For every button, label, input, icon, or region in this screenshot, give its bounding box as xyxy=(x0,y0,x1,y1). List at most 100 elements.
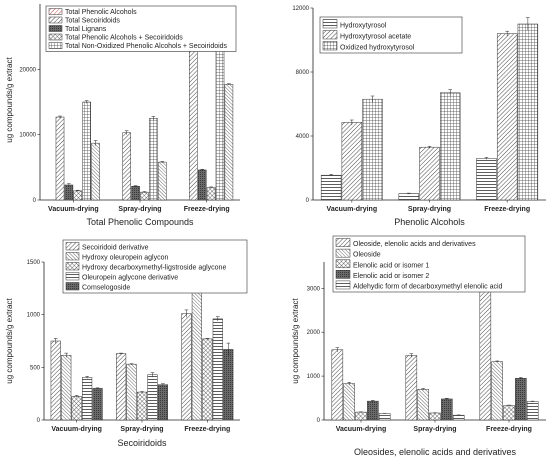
bar-6 xyxy=(157,161,167,201)
y-axis-title: ug compounds/g extract xyxy=(291,298,300,384)
y-tick-label: 500 xyxy=(30,365,41,371)
bar-2 xyxy=(126,363,137,421)
legend-swatch xyxy=(65,282,80,291)
bar-1 xyxy=(479,285,492,421)
bar-5 xyxy=(223,349,234,421)
x-category-label: Freeze-drying xyxy=(184,426,230,433)
bar-5 xyxy=(526,401,539,421)
legend-swatch xyxy=(48,8,63,15)
y-tick-label: 1000 xyxy=(307,374,321,380)
legend-label: Hydroxy oleuropein aglycon xyxy=(82,255,168,262)
bar-4 xyxy=(73,190,83,201)
bar-2 xyxy=(61,354,72,421)
bar-3 xyxy=(517,23,539,201)
bar-2 xyxy=(122,132,131,201)
legend-box xyxy=(319,16,463,54)
legend-box xyxy=(45,5,237,52)
bar-3 xyxy=(429,412,441,421)
bar-4 xyxy=(441,398,453,421)
chart-caption: Secoiridoids xyxy=(117,438,167,448)
legend-label: Elenolic acid or isomer 1 xyxy=(353,262,429,269)
bar-3 xyxy=(136,391,148,421)
legend-label: Oleoside xyxy=(353,252,381,259)
y-axis-title: ug compounds/g extract xyxy=(5,57,14,143)
bar-4 xyxy=(515,378,527,421)
bar-3 xyxy=(71,396,82,421)
bar-5 xyxy=(378,413,391,421)
legend-swatch xyxy=(65,262,80,271)
legend: Hydroxytyrosol Hydroxytyrosol acetate Oxid… xyxy=(319,16,463,54)
x-category-label: Spray-drying xyxy=(413,426,456,433)
bar-4 xyxy=(206,187,216,201)
legend-swatch xyxy=(335,270,351,279)
y-tick-label: 2000 xyxy=(307,330,321,336)
legend-label: Total Secoiridoids xyxy=(65,18,120,25)
bar-1 xyxy=(405,355,418,421)
legend-label: Total Phenolic Alcohols xyxy=(65,9,137,16)
bar-5 xyxy=(82,101,91,201)
legend-box xyxy=(332,235,526,293)
legend-label: Elenolic acid or isomer 2 xyxy=(353,273,429,280)
bar-3 xyxy=(64,184,74,201)
legend-label: Secoiridoid derivative xyxy=(82,245,149,252)
y-tick-label: 1500 xyxy=(27,260,41,266)
legend-swatch xyxy=(65,242,80,251)
bar-3 xyxy=(440,92,461,201)
bar-1 xyxy=(50,340,61,421)
bar-6 xyxy=(91,142,100,201)
bar-2 xyxy=(191,289,202,421)
y-tick-label: 4000 xyxy=(296,134,310,140)
legend-label: Hydroxytyrosol acetate xyxy=(340,34,411,41)
legend-swatch xyxy=(335,238,351,247)
legend-swatch xyxy=(65,252,80,261)
bar-5 xyxy=(92,388,103,421)
legend-swatch xyxy=(335,280,351,290)
bar-1 xyxy=(116,353,127,421)
chart-caption: Phenolic Alcohols xyxy=(394,217,465,227)
y-tick-label: 0 xyxy=(37,418,41,424)
y-tick-label: 10000 xyxy=(19,133,36,139)
legend-label: Total Lignans xyxy=(65,26,107,33)
legend-label: Hydroxytyrosol xyxy=(340,23,387,30)
bar-3 xyxy=(355,411,367,421)
legend-label: Aldehydic form of decarboxymethyl elenol… xyxy=(353,284,503,291)
bar-3 xyxy=(197,169,207,201)
bar-2 xyxy=(343,383,355,421)
bar-2 xyxy=(55,116,65,201)
x-category-label: Freeze-drying xyxy=(486,426,532,433)
bar-3 xyxy=(362,98,383,201)
y-tick-label: 3000 xyxy=(307,286,321,292)
legend: Oleoside, elenolic acids and derivatives… xyxy=(332,235,526,293)
y-tick-label: 0 xyxy=(317,418,321,424)
bar-3 xyxy=(131,186,140,201)
bar-2 xyxy=(491,361,503,421)
x-category-label: Spray-drying xyxy=(118,206,161,213)
chart-panel-3: 0 500 1000 1500 Vacuum-drying Spray-drying Fre… xyxy=(5,239,248,448)
x-category-label: Freeze-drying xyxy=(484,206,530,213)
y-tick-label: 0 xyxy=(306,198,310,204)
bar-4 xyxy=(147,374,158,421)
legend-swatch xyxy=(322,41,338,51)
x-category-label: Vacuum-drying xyxy=(336,426,387,433)
y-tick-label: 0 xyxy=(33,198,37,204)
bar-3 xyxy=(503,405,515,421)
x-category-label: Vacuum-drying xyxy=(51,426,102,433)
bar-2 xyxy=(341,122,363,201)
bar-1 xyxy=(181,313,192,421)
x-category-label: Vacuum-drying xyxy=(327,206,378,213)
bar-1 xyxy=(476,158,497,201)
bar-2 xyxy=(496,33,518,201)
legend-label: Total Phenolic Alcohols + Secoiridoids xyxy=(65,35,183,42)
y-axis-title: ug compounds/g extract xyxy=(5,298,14,384)
legend-label: Total Non-Oxidized Phenolic Alcohols + S… xyxy=(65,43,228,50)
legend-label: Oleuropein aglycone derivative xyxy=(82,275,178,282)
legend-swatch xyxy=(48,16,63,24)
legend-box xyxy=(62,239,248,294)
bar-1 xyxy=(398,193,419,201)
y-tick-label: 8000 xyxy=(296,70,310,76)
legend-label: Oleoside, elenolic acids and derivatives xyxy=(353,241,476,248)
bar-4 xyxy=(367,400,379,421)
chart-caption: Oleosides, elenolic acids and derivative… xyxy=(354,447,517,457)
legend: Secoiridoid derivative Hydroxy oleuropein… xyxy=(62,239,248,294)
bar-2 xyxy=(189,42,198,201)
